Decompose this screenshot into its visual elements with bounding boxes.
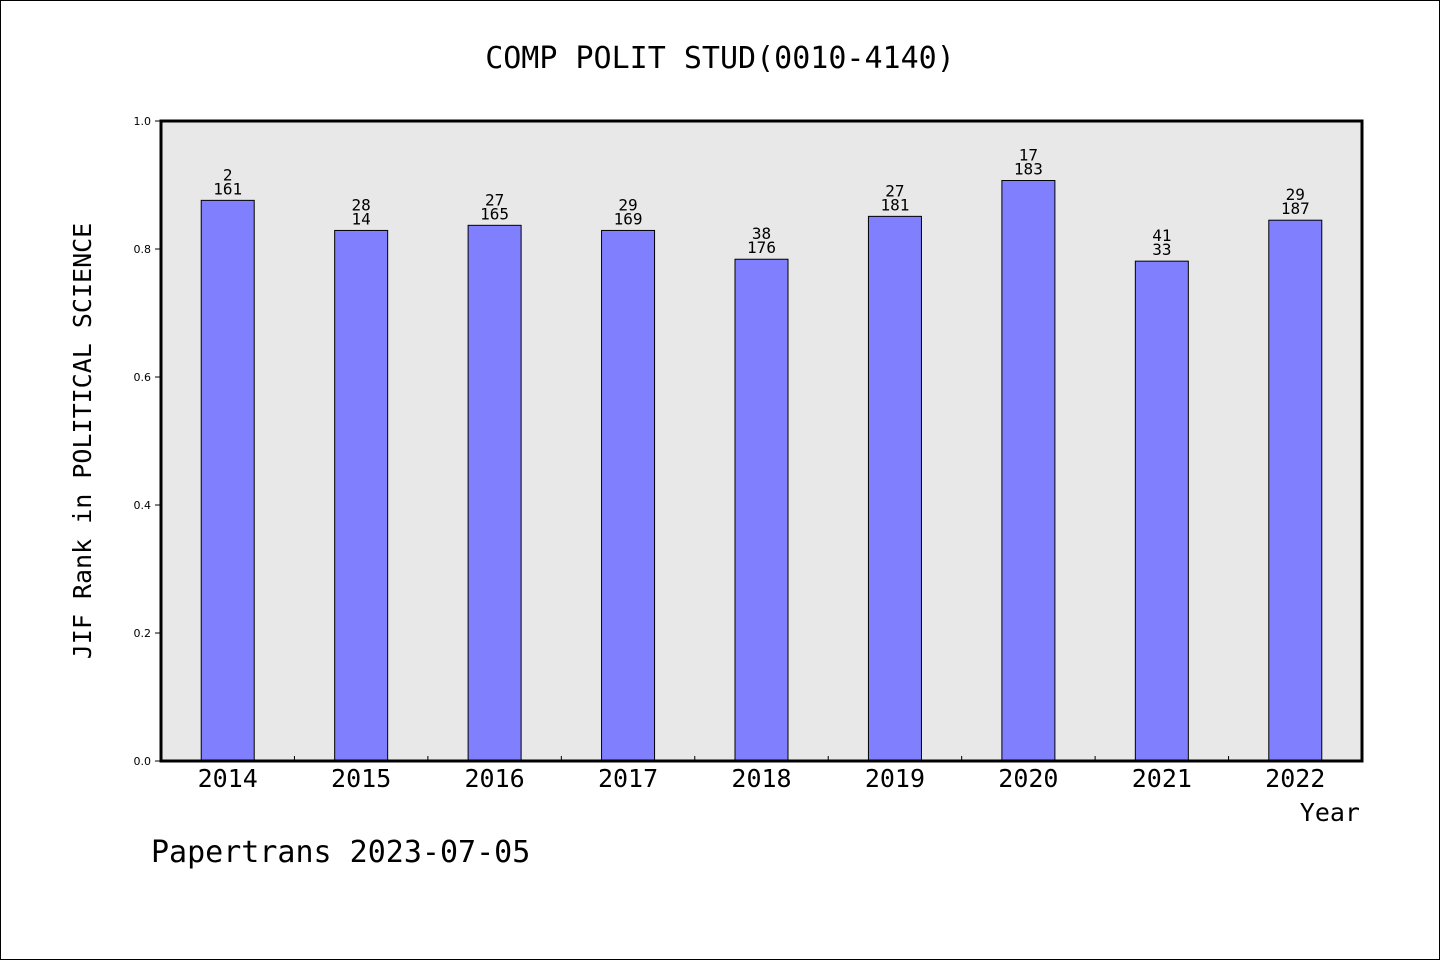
bar-2019	[867, 215, 922, 762]
bar-2018	[734, 258, 789, 762]
x-tick-label-2021: 2021	[1132, 764, 1192, 793]
bar-label-rank-2021: 41	[1152, 226, 1171, 245]
bar-label-rank-2022: 29	[1286, 185, 1305, 204]
bar-label-total-2019: 181	[880, 195, 909, 214]
y-tick-label: 0.6	[134, 371, 152, 384]
bar-label-rank-2018: 38	[752, 224, 771, 243]
x-tick-label-2018: 2018	[731, 764, 791, 793]
bar-label-total-2014: 161	[213, 179, 242, 198]
bar-label-rank-2017: 29	[618, 195, 637, 214]
bar-label-total-2020: 183	[1014, 160, 1043, 179]
bar-label-total-2016: 165	[480, 204, 509, 223]
footer-note: Papertrans 2023-07-05	[151, 835, 531, 870]
y-axis-label: JIF Rank in POLITICAL SCIENCE	[68, 223, 97, 660]
x-axis: 2014 2015 2016 2017 2018 2019 2020 2021 2022	[198, 756, 1325, 793]
bar-2017	[601, 229, 656, 762]
bar-label-total-2017: 169	[614, 209, 643, 228]
bars-group	[200, 180, 1323, 762]
y-tick-label: 0.4	[134, 499, 152, 512]
x-tick-label-2014: 2014	[198, 764, 258, 793]
x-tick-label-2017: 2017	[598, 764, 658, 793]
y-tick-label: 0.0	[134, 755, 152, 768]
y-tick-label: 0.2	[134, 627, 152, 640]
x-tick-label-2020: 2020	[998, 764, 1058, 793]
bar-2016	[467, 224, 522, 762]
bar-label-total-2022: 187	[1281, 199, 1310, 218]
x-tick-label-2019: 2019	[865, 764, 925, 793]
bar-label-total-2015: 14	[352, 209, 371, 228]
x-tick-label-2015: 2015	[331, 764, 391, 793]
y-tick-label: 0.8	[134, 243, 152, 256]
x-axis-label: Year	[1300, 798, 1360, 827]
bar-label-rank-2015: 28	[352, 195, 371, 214]
bar-label-total-2018: 176	[747, 238, 776, 257]
bar-label-rank-2016: 27	[485, 190, 504, 209]
bar-label-total-2021: 33	[1152, 240, 1171, 259]
bar-2020	[1001, 180, 1056, 762]
bar-label-rank-2020: 17	[1019, 146, 1038, 165]
bar-2022	[1268, 219, 1323, 762]
bar-2015	[334, 229, 389, 762]
bar-2021	[1134, 260, 1189, 762]
x-tick-label-2022: 2022	[1265, 764, 1325, 793]
y-tick-label: 1.0	[134, 115, 152, 128]
bar-label-rank-2019: 27	[885, 181, 904, 200]
bar-label-rank-2014: 2	[223, 165, 233, 184]
plot-border	[159, 119, 1364, 763]
bar-2014	[200, 199, 255, 762]
y-axis: 0.0 0.2 0.4 0.6 0.8 1.0	[134, 115, 161, 768]
x-tick-label-2016: 2016	[465, 764, 525, 793]
chart-title: COMP POLIT STUD(0010-4140)	[485, 41, 955, 76]
